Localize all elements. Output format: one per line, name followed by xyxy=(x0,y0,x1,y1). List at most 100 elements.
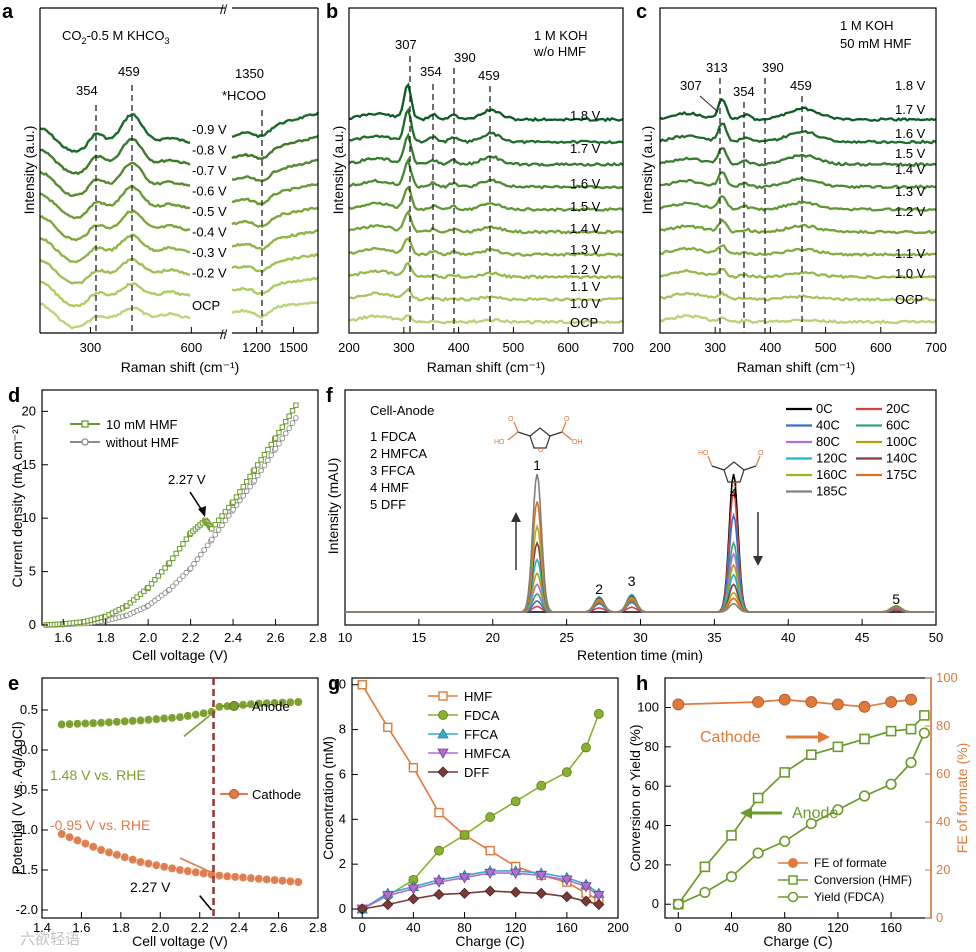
marker-e-anode xyxy=(128,716,138,726)
series-label: 1.6 V xyxy=(570,176,601,191)
marker-d-hmf xyxy=(148,580,155,587)
peak-b-307: 307 xyxy=(395,37,417,52)
x-tick-label-f: 40 xyxy=(781,630,795,645)
marker-g-fdca xyxy=(434,845,444,856)
legend-g-marker xyxy=(438,710,448,720)
x-tick-label-h: 120 xyxy=(827,920,849,935)
chromatogram-160C xyxy=(345,523,935,613)
legend-f-140C: 140C xyxy=(886,451,917,466)
x-tick-label: 400 xyxy=(448,340,470,355)
panel-label-b: b xyxy=(326,1,338,23)
y-tick-label-h: 0 xyxy=(652,896,659,911)
marker-d-hmf xyxy=(268,441,274,448)
panel-label-a: a xyxy=(2,1,14,23)
raman-a-curve xyxy=(39,137,191,176)
axis-break-top: // xyxy=(220,2,228,17)
marker-d-hmf xyxy=(219,513,225,519)
marker-h-yield xyxy=(725,871,738,883)
marker-d-nohmf xyxy=(187,565,194,572)
marker-e-cathode xyxy=(175,865,185,875)
marker-h-yield xyxy=(805,817,817,830)
marker-h-yield xyxy=(672,898,684,910)
marker-d-hmf xyxy=(251,467,258,473)
y-tick-label-d: 10 xyxy=(22,510,36,525)
peak-c-354: 354 xyxy=(733,84,755,99)
marker-d-hmf xyxy=(279,424,286,430)
panel-f: f 10 15 20 25 30 35 40 45 50 Cell-Anode 1 FDCA2 … xyxy=(325,385,943,663)
marker-e-cathode xyxy=(277,876,288,886)
marker-d-hmf xyxy=(243,478,250,485)
y-tick-label-h: 20 xyxy=(645,857,659,872)
marker-d-nohmf xyxy=(268,452,275,459)
x-tick-label-f: 15 xyxy=(412,630,426,645)
marker-e-cathode xyxy=(183,866,193,876)
panel-label-d: d xyxy=(8,385,20,407)
panel-d-x-label: Cell voltage (V) xyxy=(132,647,228,663)
y-tick-label-e: 0.5 xyxy=(20,702,38,717)
marker-e-anode xyxy=(293,697,303,707)
marker-e-anode xyxy=(120,716,130,726)
series-label: 1.3 V xyxy=(570,242,601,257)
series-label: 1.0 V xyxy=(570,296,601,311)
marker-h-conversion xyxy=(832,741,844,753)
peak-number-2: 2 xyxy=(595,581,603,597)
compound-1: 1 FDCA xyxy=(370,429,417,444)
y-tick-label-h-right: 100 xyxy=(936,670,958,685)
marker-g-hmfca xyxy=(484,868,496,879)
marker-d-nohmf xyxy=(197,551,204,558)
marker-d-hmf xyxy=(265,446,271,453)
x-tick-label-d: 2.2 xyxy=(182,630,200,645)
marker-h-yield xyxy=(699,886,711,899)
y-tick-label-h-right: 80 xyxy=(936,718,950,733)
marker-g-fdca xyxy=(485,812,496,822)
marker-g-dff xyxy=(580,895,592,907)
marker-e-anode xyxy=(159,713,169,724)
panel-label-h: h xyxy=(636,673,648,695)
marker-d-hmf xyxy=(230,499,236,505)
panel-g: g 0 40 80 120 160 200 0 2 4 6 8 10 HMF FDCA FFCA HMFCA… xyxy=(320,673,629,949)
marker-d-nohmf xyxy=(204,542,211,549)
raman-a-curve xyxy=(231,276,319,295)
marker-d-nohmf xyxy=(222,517,229,524)
marker-d-hmf xyxy=(176,545,183,552)
arrow-e-cathode xyxy=(179,857,210,873)
marker-d-nohmf xyxy=(279,435,286,442)
marker-d-nohmf xyxy=(282,430,289,437)
marker-d-hmf xyxy=(272,435,279,441)
series-label: 1.2 V xyxy=(570,262,601,277)
panel-c-frame xyxy=(659,7,937,334)
marker-d-hmf xyxy=(233,494,240,500)
marker-h-conversion xyxy=(885,725,897,737)
legend-f-20C: 20C xyxy=(886,401,910,416)
series-label: 1.3 V xyxy=(895,184,926,199)
y-tick-label-h-right: 0 xyxy=(936,910,943,925)
peak-b-459: 459 xyxy=(478,68,500,83)
marker-e-cathode xyxy=(80,838,90,849)
marker-g-hmfca xyxy=(510,868,522,879)
annotation-e-anode: 1.48 V vs. RHE xyxy=(50,767,146,783)
y-tick-label-d: 15 xyxy=(22,457,36,472)
marker-d-hmf xyxy=(145,584,151,591)
marker-g-dff xyxy=(407,893,419,905)
series-label-a: OCP xyxy=(192,298,220,313)
marker-e-anode xyxy=(72,719,83,729)
x-tick-label: 300 xyxy=(704,340,726,355)
chromatogram-100C xyxy=(345,563,935,613)
marker-g-hmf xyxy=(434,807,444,818)
marker-d-hmf xyxy=(237,489,243,495)
legend-f-120C: 120C xyxy=(816,451,847,466)
raman-curve xyxy=(348,82,624,123)
panel-c-condition-1: 1 M KOH xyxy=(840,18,893,33)
x-tick-label: 600 xyxy=(870,340,892,355)
marker-d-nohmf xyxy=(289,420,296,426)
marker-e-anode xyxy=(175,712,185,722)
x-tick-label: 200 xyxy=(338,340,360,355)
marker-g-fdca xyxy=(593,708,604,719)
marker-g-hmf xyxy=(357,680,367,690)
panel-h-x-label: Charge (C) xyxy=(763,933,832,949)
panel-b-x-label: Raman shift (cm⁻¹) xyxy=(427,359,546,375)
annotation-e-cathode: -0.95 V vs. RHE xyxy=(50,817,150,833)
chromatogram-80C xyxy=(345,552,935,613)
marker-e-anode xyxy=(199,708,209,718)
marker-e-cathode xyxy=(246,873,256,883)
